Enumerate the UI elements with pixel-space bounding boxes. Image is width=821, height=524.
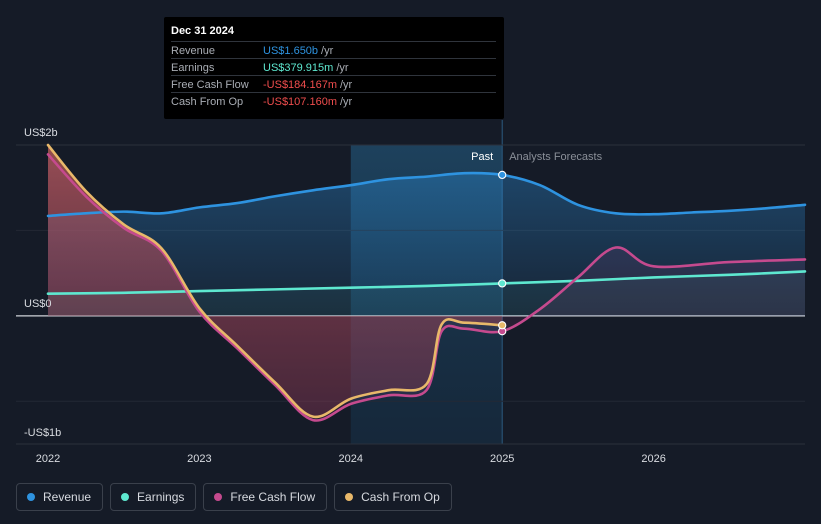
legend-label: Revenue [43, 490, 92, 504]
x-axis-label: 2022 [36, 453, 60, 465]
tooltip-label: Free Cash Flow [171, 79, 249, 91]
x-axis-label: 2023 [187, 453, 211, 465]
tooltip-label: Cash From Op [171, 96, 244, 108]
earnings-line [46, 270, 807, 295]
legend-dot-icon [345, 493, 354, 501]
earnings-area [48, 271, 805, 316]
legend-label: Free Cash Flow [230, 490, 316, 504]
free-cash-flow-line [46, 153, 807, 422]
legend-item-free-cash-flow[interactable]: Free Cash Flow [203, 483, 328, 511]
tooltip-value: -US$184.167m/yr [263, 79, 353, 91]
legend-label: Earnings [137, 490, 185, 504]
forecast-label: Analysts Forecasts [509, 151, 602, 163]
tooltip-row-earnings: Earnings US$379.915m/yr [171, 58, 496, 76]
legend-item-revenue[interactable]: Revenue [16, 483, 104, 511]
earnings-marker [498, 279, 507, 288]
legend-item-cash-from-op[interactable]: Cash From Op [334, 483, 452, 511]
x-axis-label: 2024 [339, 453, 363, 465]
legend: Revenue Earnings Free Cash Flow Cash Fro… [16, 483, 452, 511]
cash-from-op-area [48, 145, 503, 417]
y-axis-label: US$2b [24, 127, 58, 139]
tooltip-date: Dec 31 2024 [171, 25, 234, 37]
legend-item-earnings[interactable]: Earnings [110, 483, 197, 511]
tooltip-label: Revenue [171, 45, 216, 57]
revenue-marker [498, 170, 507, 180]
legend-dot-icon [121, 493, 130, 501]
tooltip-value: US$379.915m/yr [263, 62, 349, 74]
free-cash-flow-area [48, 154, 805, 421]
past-label: Past [471, 151, 493, 163]
x-axis-label: 2025 [490, 453, 514, 465]
tooltip-value: US$1.650b/yr [263, 45, 334, 57]
tooltip-value: -US$107.160m/yr [263, 96, 353, 108]
x-axis-label: 2026 [641, 453, 665, 465]
legend-dot-icon [27, 493, 35, 501]
tooltip-label: Earnings [171, 62, 215, 74]
y-axis-label: -US$1b [24, 427, 61, 439]
cash-from-op-line [46, 143, 504, 419]
y-axis-label: US$0 [24, 298, 52, 310]
cash-from-op-marker [498, 321, 507, 330]
tooltip-row-free-cash-flow: Free Cash Flow -US$184.167m/yr [171, 75, 496, 93]
tooltip-row-cash-from-op: Cash From Op -US$107.160m/yr [171, 92, 496, 110]
legend-label: Cash From Op [361, 490, 440, 504]
legend-dot-icon [214, 493, 223, 501]
revenue-line [46, 171, 807, 218]
tooltip-row-revenue: Revenue US$1.650b/yr [171, 41, 496, 59]
tooltip: Dec 31 2024 Revenue US$1.650b/yr Earning… [164, 17, 504, 119]
